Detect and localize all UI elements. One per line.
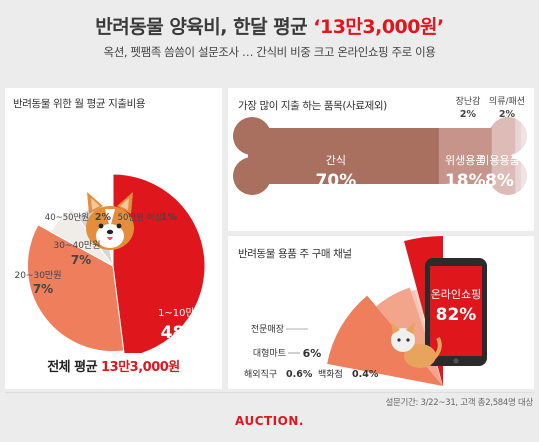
- pie-slice-10-20: [26, 224, 125, 352]
- value-grooming: 8%: [485, 171, 514, 191]
- value-40-50: 2%: [95, 212, 112, 223]
- value-hygiene: 18%: [445, 171, 486, 191]
- value-hypermarket: 6%: [303, 347, 322, 360]
- channel-chart: 온라인쇼핑 82% 전문매장 11% 대형마트 6% 해외직구 0.6% 백화점 0.4%: [244, 236, 487, 386]
- label-clothing: 의류/패션: [489, 96, 525, 107]
- bone-segment-grooming: [491, 117, 516, 195]
- channel-panel: 반려동물 용품 주 구매 채널 온라인쇼핑 82% 전문매장 11% 대형마트 6% 해외직…: [228, 236, 534, 389]
- cat-icon: [391, 322, 442, 368]
- footer-divider: [5, 392, 534, 393]
- label-30-40: 30~40만원: [53, 240, 100, 251]
- value-online: 82%: [436, 305, 477, 325]
- spending-panel: 반려동물 위한 월 평균 지출비용 1~10만원48%10~20만원35%20~…: [5, 88, 222, 389]
- label-50plus: 50만원 이상: [118, 212, 163, 223]
- average-spending: 전체 평균 13만3,000원: [47, 360, 180, 375]
- label-snack: 간식: [326, 154, 346, 167]
- label-online: 온라인쇼핑: [431, 288, 482, 301]
- spending-pie-chart: 1~10만원48%10~20만원35%20~30만원7%30~40만원7%40~…: [14, 173, 206, 353]
- page-subtitle: 옥션, 펫팸족 씀씀이 설문조사 … 간식비 비중 크고 온라인쇼핑 주로 이용: [103, 45, 436, 59]
- items-bone-chart: 간식 70% 위생용품 18% 미용용품 8% 장난감 2% 의류/패션 2%: [233, 95, 527, 195]
- value-clothing: 2%: [499, 109, 516, 120]
- value-department-store: 0.4%: [352, 369, 379, 380]
- value-specialty-store: 11%: [307, 326, 333, 339]
- value-toy: 2%: [460, 109, 477, 120]
- label-hygiene: 위생용품: [445, 154, 485, 167]
- value-30-40: 7%: [71, 253, 91, 267]
- pie-slice-1-10: [112, 173, 206, 353]
- label-hypermarket: 대형마트: [253, 348, 286, 359]
- page-title: 반려동물 양육비, 한달 평균 ‘13만3,000원’: [95, 16, 444, 38]
- dog-face-icon: [86, 192, 134, 250]
- label-overseas-direct: 해외직구: [244, 368, 277, 380]
- value-20-30: 7%: [33, 282, 53, 296]
- label-specialty-store: 전문매장: [251, 324, 284, 335]
- value-snack: 70%: [316, 171, 357, 191]
- value-overseas-direct: 0.6%: [286, 369, 313, 380]
- label-department-store: 백화점: [318, 368, 343, 380]
- auction-logo: AUCTION.: [235, 414, 304, 428]
- label-grooming: 미용용품: [479, 154, 519, 167]
- spending-chart-title: 반려동물 위한 월 평균 지출비용: [13, 98, 146, 110]
- items-chart-title: 가장 많이 지출 하는 품목(사료제외): [238, 100, 387, 112]
- bone-segment-snack: [233, 117, 440, 195]
- label-1-10: 1~10만원: [158, 307, 204, 319]
- value-1-10: 48%: [161, 323, 202, 343]
- items-panel: 가장 많이 지출 하는 품목(사료제외) 간식 70% 위생용품 18% 미용용품 8% 장…: [228, 88, 534, 231]
- bone-segment-hygiene: [438, 117, 493, 195]
- pie-slice-20-30: [50, 207, 114, 267]
- label-toy: 장난감: [456, 95, 481, 107]
- channel-chart-title: 반려동물 용품 주 구매 채널: [238, 248, 352, 260]
- value-50plus: 1%: [161, 212, 178, 223]
- label-40-50: 40~50만원: [45, 213, 89, 223]
- survey-note: 설문기간: 3/22~31, 고객 총2,584명 대상: [385, 398, 533, 408]
- bone-segment-clothing: [521, 117, 527, 195]
- label-20-30: 20~30만원: [14, 270, 61, 281]
